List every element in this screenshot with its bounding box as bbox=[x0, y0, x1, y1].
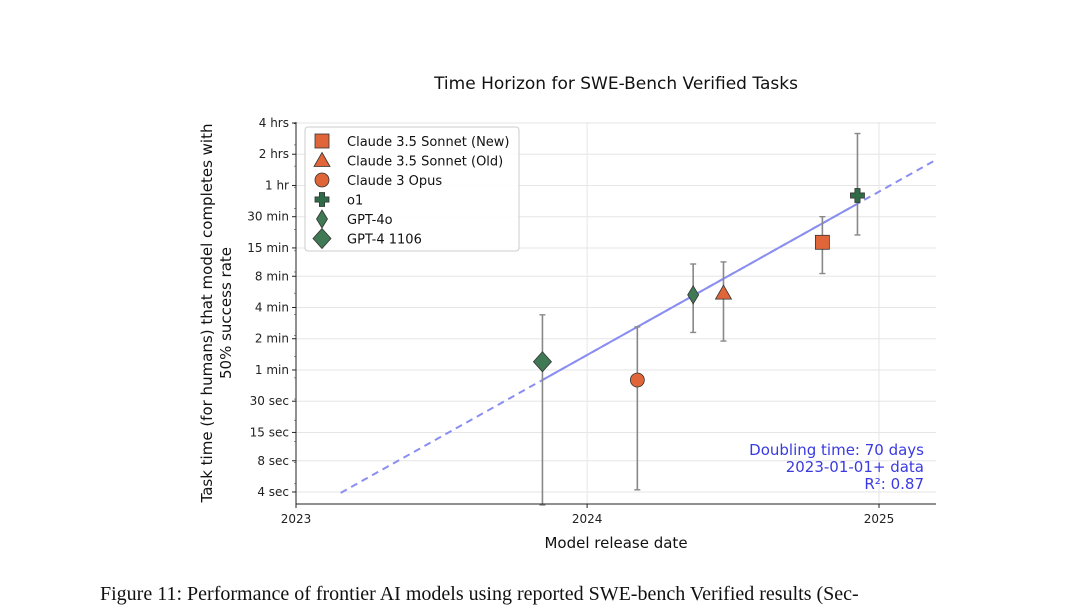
annotation-doubling: Doubling time: 70 days bbox=[749, 441, 924, 459]
annotation-data-range: 2023-01-01+ data bbox=[786, 458, 924, 476]
error-bar bbox=[720, 261, 727, 342]
y-tick-label: 1 hr bbox=[265, 178, 289, 192]
trendline bbox=[340, 158, 938, 494]
legend-label: Claude 3 Opus bbox=[347, 174, 442, 189]
y-tick-label: 30 min bbox=[247, 210, 289, 224]
annotation-r2: R²: 0.87 bbox=[864, 475, 924, 493]
x-tick-label: 2025 bbox=[864, 512, 895, 526]
y-tick-label: 4 sec bbox=[257, 485, 289, 499]
trendline-solid bbox=[541, 202, 858, 381]
legend-box bbox=[304, 126, 520, 252]
x-tick-label: 2024 bbox=[572, 512, 603, 526]
x-tick-label: 2023 bbox=[281, 512, 312, 526]
y-tick-label: 8 sec bbox=[257, 454, 289, 468]
y-tick-label: 30 sec bbox=[250, 394, 289, 408]
data-point bbox=[814, 234, 830, 250]
y-tick-label: 2 min bbox=[255, 332, 289, 346]
y-axis-label: Task time (for humans) that model comple… bbox=[198, 124, 235, 504]
legend-label: o1 bbox=[347, 194, 363, 209]
legend-label: GPT-4 1106 bbox=[347, 233, 422, 248]
y-axis-label-line1: Task time (for humans) that model comple… bbox=[198, 124, 216, 504]
data-point bbox=[629, 372, 645, 388]
x-axis-label: Model release date bbox=[544, 534, 687, 552]
y-tick-label: 15 sec bbox=[250, 425, 289, 439]
legend: Claude 3.5 Sonnet (New) Claude 3.5 Sonnet… bbox=[304, 126, 520, 252]
figure-caption: Figure 11: Performance of frontier AI mo… bbox=[100, 583, 859, 605]
y-tick-label: 8 min bbox=[255, 269, 289, 283]
annotation: Doubling time: 70 days 2023-01-01+ data … bbox=[749, 441, 924, 493]
data-points bbox=[532, 188, 865, 388]
data-point bbox=[687, 285, 700, 305]
error-bar bbox=[854, 132, 861, 236]
y-tick-label: 15 min bbox=[247, 241, 289, 255]
error-bar bbox=[539, 314, 546, 506]
error-bar bbox=[634, 326, 641, 491]
data-point bbox=[850, 188, 865, 203]
y-tick-label: 4 hrs bbox=[259, 116, 289, 130]
y-tick-label: 1 min bbox=[255, 363, 289, 377]
y-tick-label: 4 min bbox=[255, 301, 289, 315]
y-ticks: 4 sec 8 sec 15 sec 30 sec 1 min 2 min 4 min 8 m… bbox=[247, 116, 296, 499]
legend-label: Claude 3.5 Sonnet (New) bbox=[347, 135, 510, 150]
y-tick-label: 2 hrs bbox=[259, 147, 289, 161]
legend-marker bbox=[312, 227, 332, 250]
legend-label: Claude 3.5 Sonnet (Old) bbox=[347, 155, 503, 170]
legend-label: GPT-4o bbox=[347, 213, 393, 228]
legend-marker bbox=[313, 151, 331, 167]
y-axis-label-line2: 50% success rate bbox=[217, 247, 235, 379]
legend-marker bbox=[314, 192, 330, 207]
data-point bbox=[532, 351, 552, 373]
legend-marker bbox=[314, 133, 330, 149]
chart-title: Time Horizon for SWE-Bench Verified Task… bbox=[433, 74, 798, 94]
data-point bbox=[714, 284, 733, 300]
x-ticks: 2023 2024 2025 bbox=[281, 504, 895, 526]
legend-marker bbox=[314, 172, 330, 188]
